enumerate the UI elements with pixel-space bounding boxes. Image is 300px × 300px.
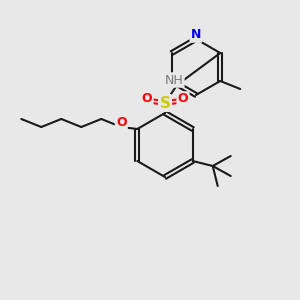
Text: NH: NH	[165, 74, 183, 86]
Text: O: O	[142, 92, 152, 106]
Text: O: O	[178, 92, 188, 106]
Text: S: S	[160, 95, 170, 110]
Text: O: O	[116, 116, 127, 128]
Text: N: N	[191, 28, 201, 41]
